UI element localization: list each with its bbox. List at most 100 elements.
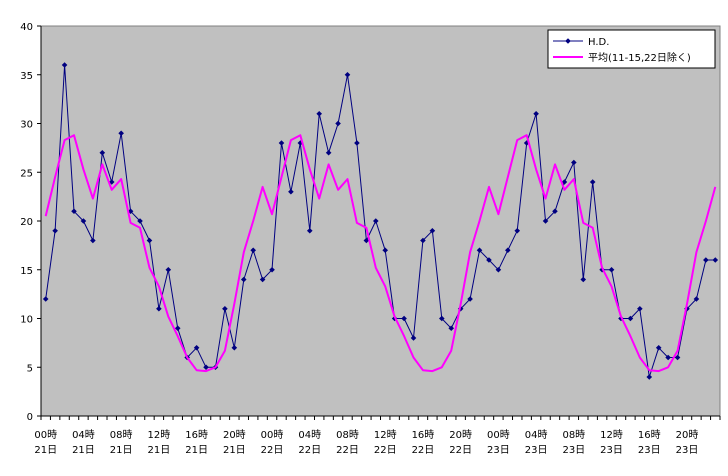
x-tick-label-hour: 16時 — [412, 429, 435, 441]
data-point — [703, 257, 709, 263]
y-tick-label: 15 — [20, 266, 33, 277]
x-tick-label-day: 23日 — [600, 445, 623, 456]
legend-label: H.D. — [588, 37, 609, 48]
y-tick-label: 35 — [20, 71, 33, 82]
data-point — [438, 315, 445, 322]
legend-box — [547, 29, 716, 69]
y-tick-label: 0 — [27, 412, 33, 423]
data-point — [382, 247, 389, 254]
data-point — [297, 140, 304, 146]
x-tick-label-day: 22日 — [374, 445, 397, 456]
x-tick-label-hour: 00時 — [261, 429, 284, 441]
data-point — [608, 266, 615, 273]
data-point — [335, 120, 341, 127]
data-point — [193, 344, 200, 351]
data-point — [476, 247, 483, 254]
data-point — [90, 237, 96, 244]
x-tick-label-day: 21日 — [110, 445, 133, 456]
data-point — [278, 140, 285, 146]
y-axis: 0 5 10 15 20 25 30 35 40 — [20, 22, 42, 423]
data-point — [203, 364, 209, 371]
data-point — [165, 266, 172, 273]
x-tick-label-hour: 12時 — [600, 429, 623, 441]
y-tick-label: 40 — [20, 22, 33, 33]
x-tick-label-hour: 12時 — [148, 429, 171, 441]
data-point — [533, 110, 539, 117]
data-point — [250, 247, 256, 254]
data-point — [52, 227, 58, 234]
data-point — [514, 227, 521, 234]
data-point — [495, 266, 502, 273]
x-tick-label-day: 22日 — [412, 445, 435, 456]
x-tick-label-day: 22日 — [298, 445, 321, 456]
data-point — [372, 218, 379, 224]
y-tick-label: 25 — [20, 168, 33, 179]
data-point — [240, 276, 247, 283]
data-point — [429, 227, 436, 234]
x-tick-label-day: 23日 — [676, 445, 699, 456]
x-tick-label-hour: 20時 — [449, 429, 472, 441]
data-point — [552, 208, 558, 215]
data-point — [156, 305, 162, 312]
x-tick-label-hour: 00時 — [34, 429, 57, 441]
series-line-2 — [44, 134, 717, 373]
data-point — [712, 257, 719, 263]
data-point — [99, 149, 106, 156]
x-tick-label-day: 21日 — [34, 445, 57, 456]
y-tick-label: 20 — [20, 217, 33, 228]
data-point — [288, 188, 294, 195]
data-point — [137, 218, 143, 224]
y-tick-label: 30 — [20, 120, 33, 131]
data-point — [231, 344, 238, 351]
data-point — [354, 140, 360, 146]
x-tick-label-hour: 16時 — [638, 429, 661, 441]
data-point — [363, 237, 370, 244]
data-point — [627, 315, 634, 322]
x-tick-label-hour: 08時 — [336, 429, 359, 441]
data-point — [486, 257, 492, 263]
data-point — [174, 325, 181, 332]
data-point — [665, 354, 671, 361]
x-tick-label-day: 21日 — [72, 445, 95, 456]
x-tick-label-hour: 12時 — [374, 429, 397, 441]
x-tick-label-hour: 04時 — [72, 429, 95, 441]
data-point — [637, 305, 643, 312]
data-point — [674, 354, 681, 361]
plot-background — [40, 25, 721, 417]
data-point — [467, 296, 473, 302]
data-point — [646, 374, 653, 380]
data-point — [448, 325, 455, 332]
data-point — [80, 218, 87, 224]
data-point — [71, 208, 77, 215]
x-tick-label-day: 23日 — [487, 445, 510, 456]
data-point — [306, 227, 313, 234]
x-tick-label-day: 21日 — [223, 445, 246, 456]
data-point — [420, 237, 426, 244]
data-point — [655, 344, 662, 351]
data-point — [580, 276, 587, 283]
y-tick-label: 5 — [27, 363, 33, 374]
x-tick-label-day: 23日 — [562, 445, 585, 456]
data-point — [505, 247, 511, 254]
data-point — [259, 276, 266, 283]
x-tick-label-hour: 00時 — [487, 429, 510, 441]
x-tick-label-day: 22日 — [336, 445, 359, 456]
y-tick-label: 10 — [20, 315, 33, 326]
data-point — [542, 218, 549, 224]
data-point — [571, 159, 577, 166]
data-point — [42, 296, 49, 302]
data-point — [401, 315, 407, 322]
data-point — [325, 149, 332, 156]
legend-swatch-marker — [565, 38, 571, 44]
data-point — [146, 237, 153, 244]
series-lines — [42, 62, 719, 380]
legend-label: 平均(11-15,22日除く) — [588, 51, 691, 64]
x-tick-label-hour: 20時 — [676, 429, 699, 441]
x-tick-label-hour: 16時 — [185, 429, 208, 441]
data-point — [118, 130, 124, 137]
data-point — [344, 71, 351, 78]
data-point — [693, 296, 700, 302]
x-tick-label-hour: 04時 — [298, 429, 321, 441]
data-point — [269, 266, 275, 273]
